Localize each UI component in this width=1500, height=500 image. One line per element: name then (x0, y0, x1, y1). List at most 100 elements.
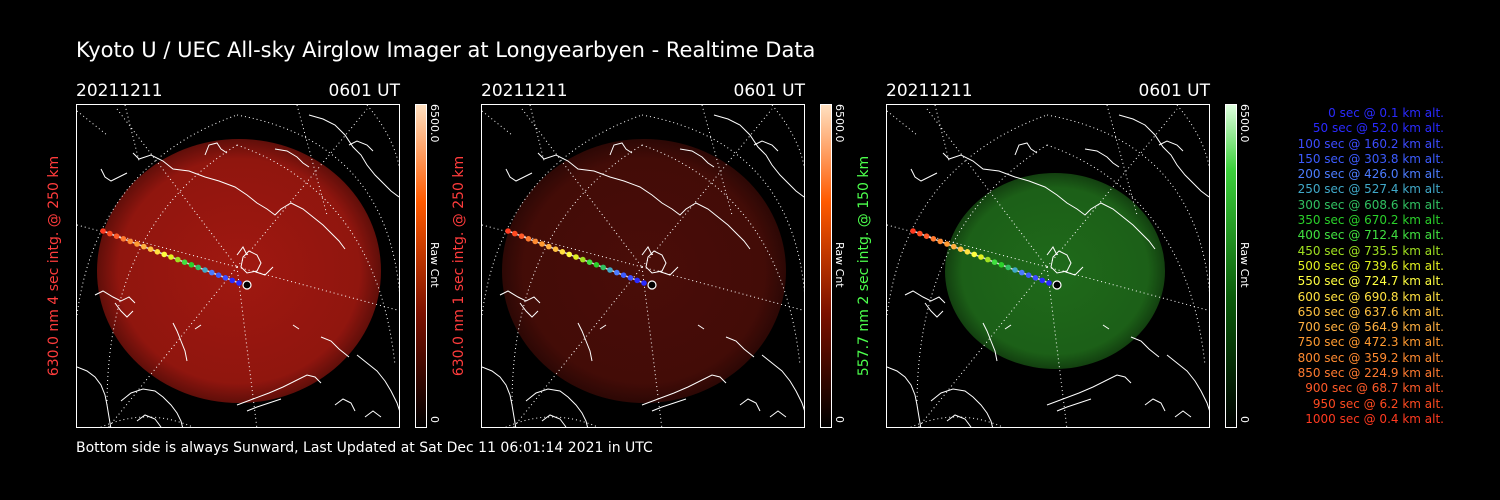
graticule-line (124, 105, 140, 162)
coastline (1062, 266, 1084, 276)
colorbar-unit-label: Raw Cnt (428, 242, 441, 288)
trajectory-point (113, 233, 120, 239)
trajectory-point (910, 228, 916, 234)
trajectory-point (552, 246, 559, 252)
legend-item: 150 sec @ 303.8 km alt. (1297, 151, 1444, 166)
trajectory-point (175, 256, 181, 263)
coastline (499, 290, 541, 304)
panel-557nm-2sec: 20211211 0601 UT 6500.0 Raw Cnt 0 557.7 … (856, 80, 1286, 440)
trajectory-point (944, 241, 950, 247)
legend-item: 200 sec @ 426.0 km alt. (1297, 167, 1444, 182)
graticule-line (771, 105, 804, 169)
trajectory-point (532, 238, 538, 245)
graticule-line (482, 110, 513, 136)
trajectory-point (195, 264, 201, 271)
panel-time: 0601 UT (733, 81, 806, 101)
graticule-line (236, 266, 258, 427)
coastline (1046, 246, 1058, 256)
graticule-line (511, 144, 643, 406)
trajectory-point (202, 267, 208, 273)
coastline (537, 152, 751, 250)
graticule-line (934, 105, 950, 162)
legend-item: 900 sec @ 68.7 km alt. (1305, 381, 1444, 396)
trajectory-point (559, 249, 566, 255)
graticule-line (887, 114, 1048, 316)
coastline (482, 366, 517, 427)
trajectory-point (1032, 275, 1039, 281)
coastline (132, 152, 346, 250)
coastline (274, 148, 310, 168)
coastline (1050, 250, 1072, 274)
airglow-emission-region (97, 139, 381, 403)
panel-date: 20211211 (886, 81, 973, 101)
trajectory-point (580, 256, 586, 263)
station-marker-icon (647, 280, 657, 290)
trajectory-point (154, 249, 161, 255)
graticule-line (505, 416, 599, 427)
map-canvas (887, 105, 1209, 427)
coastline (1118, 114, 1209, 198)
trajectory-point (505, 228, 511, 234)
coastline (753, 140, 779, 152)
coastline (114, 302, 134, 318)
trajectory-point (998, 262, 1005, 268)
coastline (1158, 140, 1184, 152)
panel-time: 0601 UT (328, 81, 401, 101)
colorbar-min-label: 0 (833, 416, 846, 423)
trajectory-point (1025, 272, 1032, 278)
trajectory-point (971, 251, 977, 258)
trajectory-point (951, 243, 957, 250)
colorbar-min-label: 0 (1238, 416, 1251, 423)
coastline (525, 388, 589, 427)
trajectory-point (209, 269, 215, 276)
coastline (519, 302, 539, 318)
legend-item: 450 sec @ 735.5 km alt. (1297, 243, 1444, 258)
panel-ylabel: 630.0 nm 4 sec intg. @ 250 km (46, 155, 62, 377)
graticule-line (1176, 105, 1209, 169)
airglow-emission-region (502, 139, 786, 403)
trajectory-point (188, 262, 195, 268)
coastline (292, 324, 300, 330)
coastline (120, 388, 184, 427)
trajectory-point (518, 233, 525, 239)
graticule-line (529, 105, 545, 162)
trajectory-point (937, 238, 943, 245)
colorbar (415, 104, 427, 428)
panel-date: 20211211 (481, 81, 568, 101)
trajectory-point (525, 236, 532, 242)
coastline (942, 152, 1156, 250)
airglow-map (886, 104, 1210, 428)
panel-time: 0601 UT (1138, 81, 1211, 101)
graticule-line (236, 144, 396, 366)
coastline (1004, 324, 1012, 330)
colorbar-unit-label: Raw Cnt (833, 242, 846, 288)
legend-item: 300 sec @ 608.6 km alt. (1297, 197, 1444, 212)
trajectory-point (161, 251, 167, 258)
graticule-line (910, 416, 1004, 427)
coastline (641, 246, 653, 256)
trajectory-point (168, 254, 174, 260)
coastline (308, 114, 399, 198)
panel-630nm-4sec: 20211211 0601 UT 6500.0 Raw Cnt 0 630.0 … (46, 80, 476, 440)
trajectory-point (607, 267, 613, 273)
trajectory-point (1019, 269, 1025, 276)
coastline (1174, 410, 1192, 418)
trajectory-point (222, 275, 229, 281)
coastline (739, 398, 761, 412)
trajectory-point (641, 280, 647, 286)
coastline (1130, 336, 1160, 358)
station-marker-icon (242, 280, 252, 290)
coastline (541, 414, 567, 427)
trajectory-point (236, 280, 242, 286)
map-canvas (77, 105, 399, 427)
trajectory-point (215, 272, 222, 278)
coastline (364, 410, 382, 418)
coastline (679, 148, 715, 168)
legend-item: 350 sec @ 670.2 km alt. (1297, 213, 1444, 228)
trajectory-point (620, 272, 627, 278)
coastline (930, 388, 994, 427)
legend-item: 250 sec @ 527.4 km alt. (1297, 182, 1444, 197)
page-title: Kyoto U / UEC All-sky Airglow Imager at … (76, 38, 816, 62)
graticule-line (641, 266, 663, 427)
graticule-line (482, 114, 643, 316)
